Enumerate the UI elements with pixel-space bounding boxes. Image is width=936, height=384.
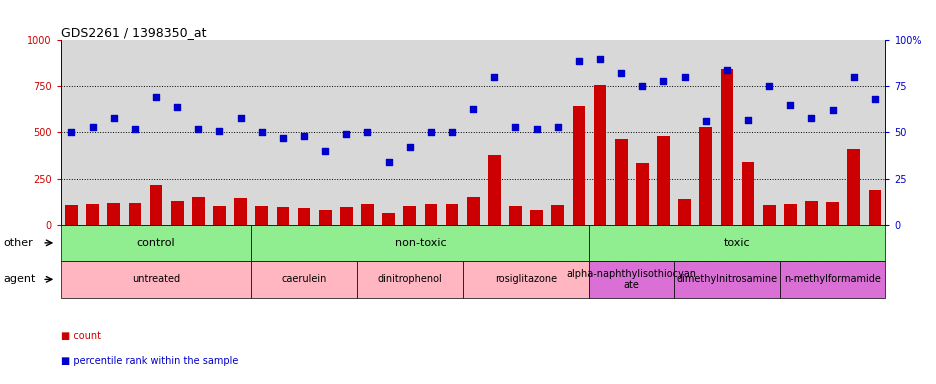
Text: dinitrophenol: dinitrophenol [377, 274, 442, 285]
Bar [530, 210, 542, 225]
Bar [678, 199, 690, 225]
Point [487, 74, 502, 80]
Text: toxic: toxic [724, 238, 750, 248]
Bar [572, 106, 585, 225]
Text: ■ count: ■ count [61, 331, 101, 341]
Bar [550, 205, 563, 225]
Bar [804, 201, 817, 225]
Bar [762, 205, 775, 225]
Point [233, 115, 248, 121]
Bar [636, 163, 648, 225]
Point [803, 115, 818, 121]
Bar [783, 204, 796, 225]
Text: ■ percentile rank within the sample: ■ percentile rank within the sample [61, 356, 238, 366]
Bar [212, 206, 226, 225]
Point [761, 83, 776, 89]
Point [782, 102, 797, 108]
Point [677, 74, 692, 80]
Point [592, 56, 607, 62]
Point [549, 124, 564, 130]
Bar [318, 210, 331, 225]
Point [402, 144, 417, 150]
Text: control: control [137, 238, 175, 248]
Text: non-toxic: non-toxic [394, 238, 446, 248]
Point [275, 135, 290, 141]
Bar [720, 69, 733, 225]
Point [212, 127, 227, 134]
Point [867, 96, 882, 103]
Text: caerulein: caerulein [281, 274, 327, 285]
Point [64, 129, 79, 136]
Bar [593, 84, 606, 225]
Bar [656, 136, 669, 225]
Bar [298, 208, 310, 225]
Point [739, 116, 754, 122]
Point [571, 58, 586, 64]
Bar [488, 155, 500, 225]
Bar [382, 213, 395, 225]
Point [529, 126, 544, 132]
Bar [108, 204, 120, 225]
Point [465, 106, 480, 112]
Point [127, 126, 142, 132]
Point [339, 131, 354, 137]
Point [191, 126, 206, 132]
Bar [128, 202, 141, 225]
Bar [698, 127, 711, 225]
Point [106, 115, 121, 121]
Point [296, 133, 311, 139]
Bar [826, 202, 838, 225]
Text: rosiglitazone: rosiglitazone [494, 274, 557, 285]
Text: agent: agent [4, 274, 37, 285]
Bar [466, 197, 479, 225]
Bar [192, 197, 204, 225]
Bar [170, 201, 183, 225]
Point [169, 104, 184, 110]
Bar [741, 162, 753, 225]
Point [635, 83, 650, 89]
Point [507, 124, 522, 130]
Point [85, 124, 100, 130]
Point [423, 129, 438, 136]
Bar [868, 190, 880, 225]
Bar [846, 149, 859, 225]
Text: dimethylnitrosamine: dimethylnitrosamine [676, 274, 777, 285]
Bar [276, 207, 289, 225]
Point [613, 70, 628, 76]
Bar [446, 204, 458, 225]
Bar [424, 204, 437, 225]
Text: n-methylformamide: n-methylformamide [783, 274, 880, 285]
Point [719, 67, 734, 73]
Point [254, 129, 269, 136]
Bar [150, 185, 162, 225]
Bar [66, 205, 78, 225]
Bar [360, 204, 373, 225]
Text: alpha-naphthylisothiocyan
ate: alpha-naphthylisothiocyan ate [566, 268, 696, 290]
Point [317, 148, 332, 154]
Text: other: other [4, 238, 34, 248]
Bar [403, 206, 416, 225]
Bar [508, 206, 521, 225]
Point [381, 159, 396, 165]
Point [845, 74, 860, 80]
Point [444, 129, 459, 136]
Point [697, 118, 712, 124]
Point [655, 78, 670, 84]
Point [149, 94, 164, 101]
Point [825, 107, 840, 113]
Bar [234, 198, 247, 225]
Text: untreated: untreated [132, 274, 180, 285]
Bar [256, 206, 268, 225]
Bar [86, 204, 99, 225]
Text: GDS2261 / 1398350_at: GDS2261 / 1398350_at [61, 26, 206, 39]
Point [359, 129, 374, 136]
Bar [340, 207, 352, 225]
Bar [614, 139, 627, 225]
